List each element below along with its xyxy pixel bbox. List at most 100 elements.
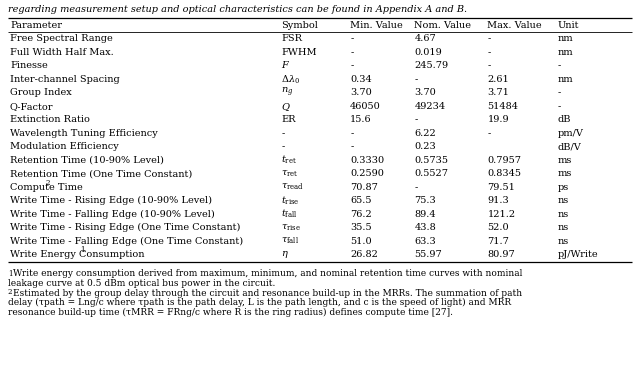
Text: -: - — [350, 34, 353, 43]
Text: Wavelength Tuning Efficiency: Wavelength Tuning Efficiency — [10, 129, 157, 138]
Text: 51484: 51484 — [488, 102, 518, 111]
Text: -: - — [414, 75, 418, 84]
Text: -: - — [558, 102, 561, 111]
Text: ns: ns — [558, 237, 569, 246]
Text: nm: nm — [558, 34, 573, 43]
Text: $\Delta\lambda_0$: $\Delta\lambda_0$ — [282, 73, 301, 86]
Text: -: - — [350, 129, 353, 138]
Text: 55.97: 55.97 — [414, 250, 442, 259]
Text: 75.3: 75.3 — [414, 196, 436, 205]
Text: $\tau_{\mathrm{read}}$: $\tau_{\mathrm{read}}$ — [282, 182, 305, 192]
Text: FSR: FSR — [282, 34, 303, 43]
Text: $\tau_{\mathrm{rise}}$: $\tau_{\mathrm{rise}}$ — [282, 222, 301, 233]
Text: 0.2590: 0.2590 — [350, 169, 384, 178]
Text: 0.23: 0.23 — [414, 142, 436, 151]
Text: -: - — [558, 88, 561, 97]
Text: -: - — [488, 34, 491, 43]
Text: ns: ns — [558, 223, 569, 232]
Text: 19.9: 19.9 — [488, 115, 509, 124]
Text: 0.7957: 0.7957 — [488, 156, 522, 165]
Text: 2: 2 — [45, 179, 50, 187]
Text: Write Time - Rising Edge (One Time Constant): Write Time - Rising Edge (One Time Const… — [10, 223, 241, 232]
Text: -: - — [414, 183, 418, 192]
Text: Free Spectral Range: Free Spectral Range — [10, 34, 113, 43]
Text: 71.7: 71.7 — [488, 237, 509, 246]
Text: 121.2: 121.2 — [488, 210, 515, 219]
Text: 0.34: 0.34 — [350, 75, 372, 84]
Text: ms: ms — [558, 169, 572, 178]
Text: Parameter: Parameter — [10, 20, 62, 29]
Text: 63.3: 63.3 — [414, 237, 436, 246]
Text: F: F — [282, 61, 288, 70]
Text: 3.70: 3.70 — [350, 88, 372, 97]
Text: Write Time - Rising Edge (10-90% Level): Write Time - Rising Edge (10-90% Level) — [10, 196, 212, 205]
Text: -: - — [488, 129, 491, 138]
Text: 15.6: 15.6 — [350, 115, 372, 124]
Text: Nom. Value: Nom. Value — [414, 20, 471, 29]
Text: $\eta$: $\eta$ — [282, 249, 289, 260]
Text: 76.2: 76.2 — [350, 210, 372, 219]
Text: 49234: 49234 — [414, 102, 445, 111]
Text: nm: nm — [558, 48, 573, 57]
Text: Q-Factor: Q-Factor — [10, 102, 54, 111]
Text: 1: 1 — [81, 246, 85, 254]
Text: Write Time - Falling Edge (10-90% Level): Write Time - Falling Edge (10-90% Level) — [10, 210, 215, 219]
Text: Inter-channel Spacing: Inter-channel Spacing — [10, 75, 120, 84]
Text: 43.8: 43.8 — [414, 223, 436, 232]
Text: 80.97: 80.97 — [488, 250, 515, 259]
Text: Unit: Unit — [558, 20, 579, 29]
Text: $t_{\mathrm{rise}}$: $t_{\mathrm{rise}}$ — [282, 195, 300, 207]
Text: 79.51: 79.51 — [488, 183, 515, 192]
Text: Group Index: Group Index — [10, 88, 72, 97]
Text: 65.5: 65.5 — [350, 196, 372, 205]
Text: $\tau_{\mathrm{ret}}$: $\tau_{\mathrm{ret}}$ — [282, 169, 299, 179]
Text: -: - — [350, 142, 353, 151]
Text: Q: Q — [282, 102, 289, 111]
Text: $t_{\mathrm{ret}}$: $t_{\mathrm{ret}}$ — [282, 154, 298, 167]
Text: pJ/Write: pJ/Write — [558, 250, 598, 259]
Text: 70.87: 70.87 — [350, 183, 378, 192]
Text: $n_g$: $n_g$ — [282, 86, 294, 99]
Text: Write Energy Consumption: Write Energy Consumption — [10, 250, 145, 259]
Text: Retention Time (One Time Constant): Retention Time (One Time Constant) — [10, 169, 192, 178]
Text: 89.4: 89.4 — [414, 210, 436, 219]
Text: Min. Value: Min. Value — [350, 20, 403, 29]
Text: ns: ns — [558, 210, 569, 219]
Text: 245.79: 245.79 — [414, 61, 449, 70]
Text: 52.0: 52.0 — [488, 223, 509, 232]
Text: ns: ns — [558, 196, 569, 205]
Text: -: - — [414, 115, 418, 124]
Text: $\tau_{\mathrm{fall}}$: $\tau_{\mathrm{fall}}$ — [282, 236, 300, 247]
Text: -: - — [558, 61, 561, 70]
Text: pm/V: pm/V — [558, 129, 584, 138]
Text: nm: nm — [558, 75, 573, 84]
Text: -: - — [350, 61, 353, 70]
Text: 4.67: 4.67 — [414, 34, 436, 43]
Text: Finesse: Finesse — [10, 61, 48, 70]
Text: Estimated by the group delay through the circuit and resonance build-up in the M: Estimated by the group delay through the… — [13, 289, 522, 298]
Text: $t_{\mathrm{fall}}$: $t_{\mathrm{fall}}$ — [282, 208, 298, 221]
Text: 6.22: 6.22 — [414, 129, 436, 138]
Text: 3.70: 3.70 — [414, 88, 436, 97]
Text: leakage curve at 0.5 dBm optical bus power in the circuit.: leakage curve at 0.5 dBm optical bus pow… — [8, 279, 275, 288]
Text: dB/V: dB/V — [558, 142, 582, 151]
Text: Write Time - Falling Edge (One Time Constant): Write Time - Falling Edge (One Time Cons… — [10, 237, 243, 246]
Text: 0.3330: 0.3330 — [350, 156, 384, 165]
Text: 35.5: 35.5 — [350, 223, 372, 232]
Text: Retention Time (10-90% Level): Retention Time (10-90% Level) — [10, 156, 164, 165]
Text: FWHM: FWHM — [282, 48, 317, 57]
Text: resonance build-up time (τMRR = FRng/c where R is the ring radius) defines compu: resonance build-up time (τMRR = FRng/c w… — [8, 308, 453, 317]
Text: 0.5735: 0.5735 — [414, 156, 449, 165]
Text: Write energy consumption derived from maximum, minimum, and nominal retention ti: Write energy consumption derived from ma… — [13, 269, 522, 279]
Text: 0.8345: 0.8345 — [488, 169, 522, 178]
Text: ps: ps — [558, 183, 569, 192]
Text: 0.5527: 0.5527 — [414, 169, 449, 178]
Text: ms: ms — [558, 156, 572, 165]
Text: delay (τpath = Lng/c where τpath is the path delay, L is the path length, and c : delay (τpath = Lng/c where τpath is the … — [8, 298, 511, 307]
Text: Extinction Ratio: Extinction Ratio — [10, 115, 90, 124]
Text: 26.82: 26.82 — [350, 250, 378, 259]
Text: 3.71: 3.71 — [488, 88, 509, 97]
Text: dB: dB — [558, 115, 572, 124]
Text: Modulation Efficiency: Modulation Efficiency — [10, 142, 119, 151]
Text: ER: ER — [282, 115, 296, 124]
